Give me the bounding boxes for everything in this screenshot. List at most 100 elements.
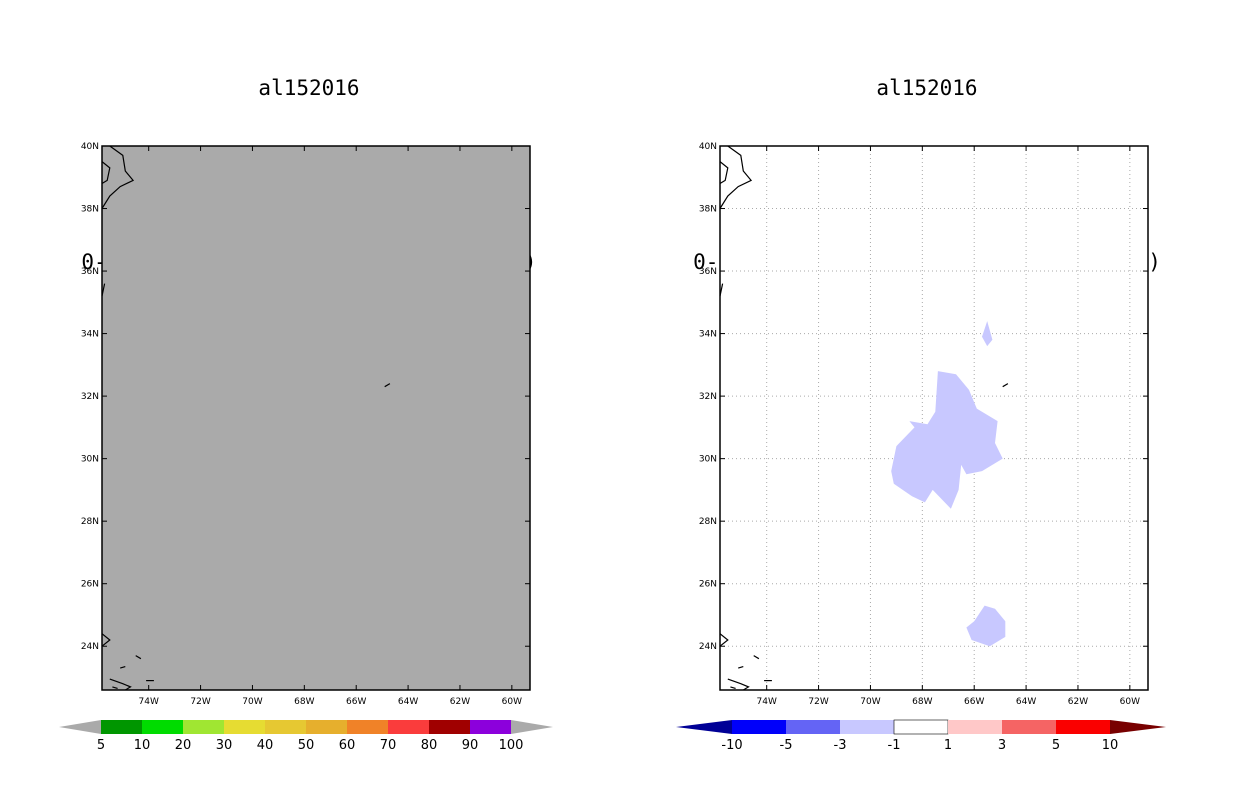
x-tick-label: 60W [1120, 697, 1140, 707]
y-tick-label: 28N [81, 517, 99, 527]
coastline [135, 655, 142, 660]
coastline [738, 666, 744, 669]
map-panel-2: 74W 72W 70W 68W 66W 64W 62W 60W 24N 26N 28N 30N 32N 3… [699, 142, 1149, 707]
y-tick-label: 30N [699, 455, 717, 465]
coastline [109, 678, 132, 691]
colorbar-swatch [265, 720, 306, 734]
colorbar-swatch [429, 720, 470, 734]
colorbar-swatch [224, 720, 265, 734]
coastline [719, 145, 753, 209]
colorbar-label: -3 [834, 738, 847, 753]
coastline [101, 633, 111, 647]
colorbar-label: 5 [97, 738, 105, 753]
difference-region-2 [982, 321, 993, 347]
colorbar-label: 80 [421, 738, 438, 753]
y-tick-label: 32N [699, 392, 717, 402]
x-tick-label: 66W [964, 697, 984, 707]
colorbar-swatch [183, 720, 224, 734]
colorbar-swatch [732, 720, 786, 734]
y-tick-label: 36N [699, 267, 717, 277]
colorbar-label: 10 [1102, 738, 1119, 753]
colorbar-swatch [142, 720, 183, 734]
bermuda-outline [1002, 383, 1009, 388]
y-tick-label: 38N [81, 205, 99, 215]
map-background [102, 146, 530, 690]
colorbar-under-arrow [59, 720, 101, 734]
coastline [753, 655, 760, 660]
colorbar-label: 1 [944, 738, 952, 753]
coastline [101, 161, 111, 185]
colorbar-label: 90 [462, 738, 479, 753]
y-tick-label: 40N [699, 142, 717, 152]
x-tick-label: 72W [808, 697, 828, 707]
coastline [719, 161, 729, 185]
y-tick-label: 34N [81, 330, 99, 340]
bermuda-outline [384, 383, 391, 388]
y-tick-label: 26N [699, 580, 717, 590]
x-tick-label: 74W [757, 697, 777, 707]
colorbar-label: 10 [134, 738, 151, 753]
x-tick-label: 68W [294, 697, 314, 707]
colorbar-1: 5 10 20 30 40 50 60 70 80 90 100 [59, 720, 553, 753]
y-tick-label: 32N [81, 392, 99, 402]
x-tick-label: 62W [1068, 697, 1088, 707]
colorbar-swatch [347, 720, 388, 734]
x-tick-label: 68W [912, 697, 932, 707]
colorbar-swatch [306, 720, 347, 734]
x-tick-label: 72W [190, 697, 210, 707]
colorbar-label: -1 [888, 738, 901, 753]
difference-region-1 [891, 371, 1003, 509]
colorbar-label: 30 [216, 738, 233, 753]
colorbar-label: 5 [1052, 738, 1060, 753]
colorbar-over-arrow [1110, 720, 1166, 734]
y-tick-label: 40N [81, 142, 99, 152]
x-tick-label: 66W [346, 697, 366, 707]
y-tick-label: 34N [699, 330, 717, 340]
x-tick-label: 74W [139, 697, 159, 707]
colorbar-label: -10 [721, 738, 742, 753]
map-panel-1: 74W 72W 70W 68W 66W 64W 62W 60W 24N 26N 28N 30N 32N 3… [81, 142, 531, 707]
colorbar-under-arrow [676, 720, 732, 734]
colorbar-over-arrow [511, 720, 553, 734]
y-tick-label: 24N [81, 642, 99, 652]
colorbar-label: 70 [380, 738, 397, 753]
coastline [120, 666, 126, 669]
x-tick-label: 60W [502, 697, 522, 707]
y-tick-label: 28N [699, 517, 717, 527]
colorbar-swatch [893, 719, 949, 735]
coastline [101, 145, 135, 209]
y-tick-label: 36N [81, 267, 99, 277]
colorbar-label: 50 [298, 738, 315, 753]
left-title-storm: al152016 [258, 76, 360, 100]
colorbar-swatch [1002, 720, 1056, 734]
y-tick-label: 26N [81, 580, 99, 590]
colorbar-swatch [101, 720, 142, 734]
y-tick-label: 30N [81, 455, 99, 465]
colorbar-2: -10 -5 -3 -1 1 3 5 10 [676, 719, 1166, 753]
map-frame [719, 145, 1149, 691]
x-tick-label: 64W [398, 697, 418, 707]
colorbar-label: -5 [780, 738, 793, 753]
map-frame [101, 145, 531, 691]
difference-region-3 [966, 605, 1006, 647]
coastline [730, 686, 736, 689]
colorbar-swatch [948, 720, 1002, 734]
x-tick-label: 70W [242, 697, 262, 707]
colorbar-label: 3 [998, 738, 1006, 753]
x-tick-label: 62W [450, 697, 470, 707]
coastline [727, 678, 750, 691]
x-tick-label: 64W [1016, 697, 1036, 707]
colorbar-label: 20 [175, 738, 192, 753]
y-tick-label: 38N [699, 205, 717, 215]
colorbar-label: 60 [339, 738, 356, 753]
colorbar-label: 40 [257, 738, 274, 753]
right-title-storm: al152016 [876, 76, 978, 100]
coastline [719, 633, 729, 647]
colorbar-swatch [1056, 720, 1110, 734]
colorbar-swatch [388, 720, 429, 734]
colorbar-swatch [786, 720, 840, 734]
colorbar-label: 100 [499, 738, 524, 753]
colorbar-swatch [470, 720, 511, 734]
coastline [112, 686, 118, 689]
